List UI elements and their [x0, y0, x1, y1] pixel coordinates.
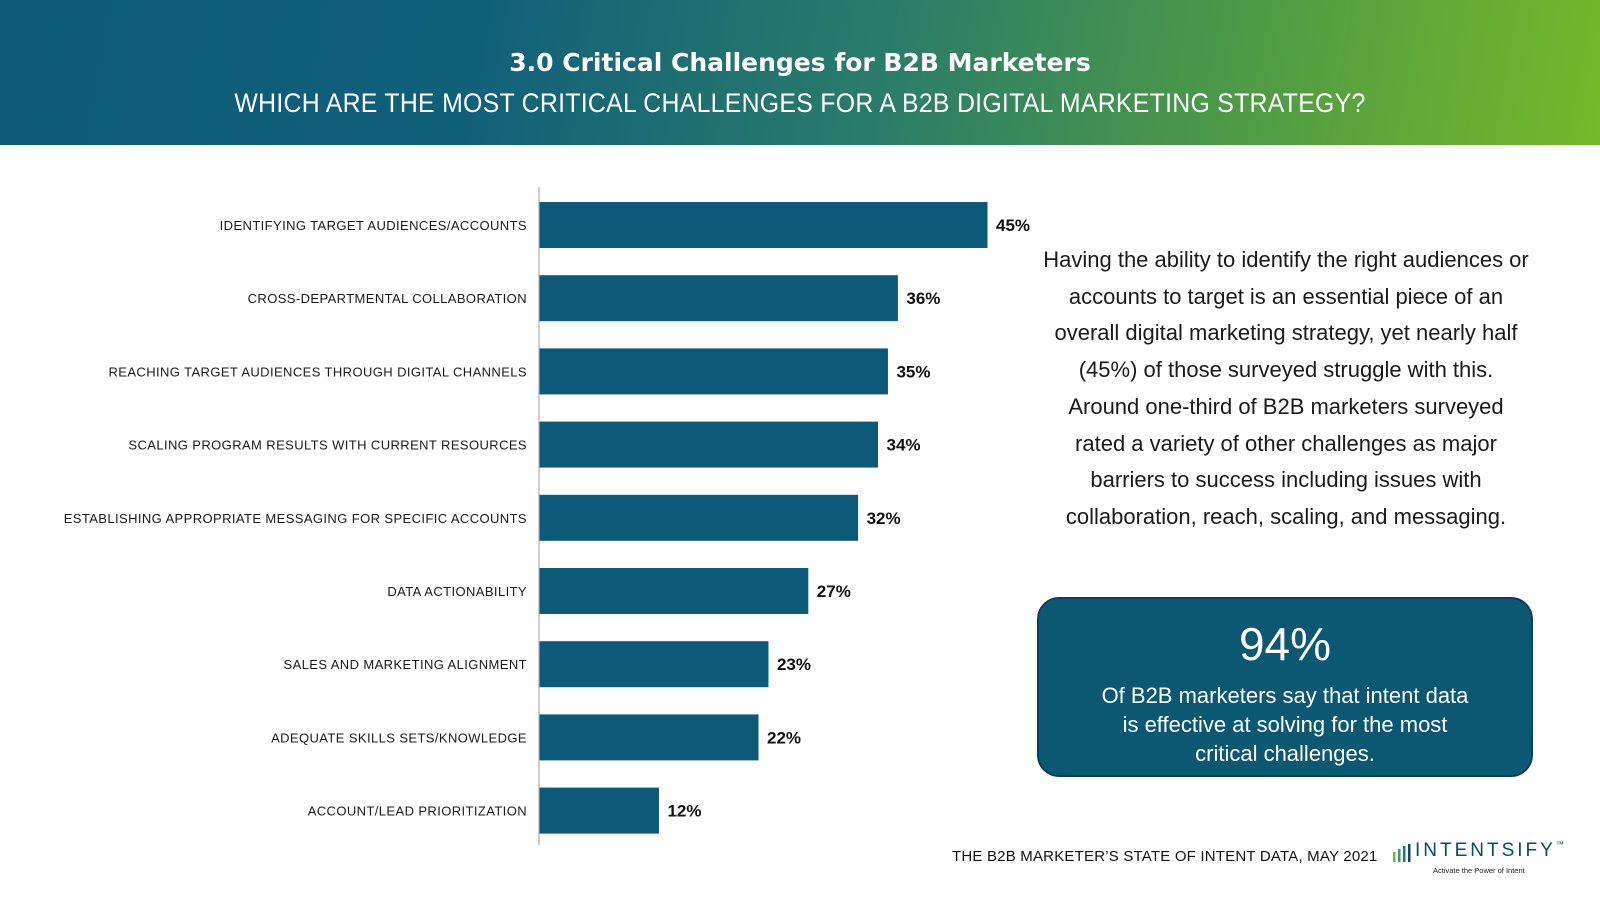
intentsify-logo: INTENTSIFY™ Activate the Power of Intent — [1393, 840, 1564, 876]
value-label: 27% — [817, 582, 851, 601]
category-label: ACCOUNT/LEAD PRIORITIZATION — [308, 804, 527, 819]
bar — [539, 714, 759, 761]
category-label: DATA ACTIONABILITY — [387, 584, 527, 599]
bar — [539, 494, 859, 541]
value-label: 32% — [867, 509, 901, 528]
logo-wordmark: INTENTSIFY™ — [1415, 840, 1564, 861]
source-citation: THE B2B MARKETER’S STATE OF INTENT DATA,… — [952, 848, 1378, 865]
value-label: 36% — [906, 289, 940, 308]
category-label: SCALING PROGRAM RESULTS WITH CURRENT RES… — [128, 438, 527, 453]
bar — [539, 641, 769, 688]
value-label: 23% — [777, 655, 811, 674]
value-label: 45% — [996, 216, 1030, 235]
logo-tagline: Activate the Power of Intent — [1433, 866, 1525, 875]
value-label: 34% — [886, 436, 920, 455]
page-subtitle: WHICH ARE THE MOST CRITICAL CHALLENGES F… — [234, 88, 1366, 118]
bar — [539, 275, 898, 322]
stat-description: Of B2B marketers say that intent data is… — [1101, 683, 1469, 766]
stat-callout-box: 94% Of B2B marketers say that intent dat… — [1037, 597, 1533, 777]
header-banner: 3.0 Critical Challenges for B2B Marketer… — [0, 0, 1600, 145]
bar — [539, 568, 809, 614]
bar-chart: IDENTIFYING TARGET AUDIENCES/ACCOUNTS 45%… — [64, 187, 1030, 845]
logo-bars-icon — [1393, 844, 1411, 862]
page-title: 3.0 Critical Challenges for B2B Marketer… — [509, 48, 1091, 77]
stat-value: 94% — [1238, 618, 1332, 670]
category-label: IDENTIFYING TARGET AUDIENCES/ACCOUNTS — [220, 218, 527, 233]
category-label: CROSS-DEPARTMENTAL COLLABORATION — [248, 291, 527, 306]
narrative-text: Having the ability to identify the right… — [1043, 247, 1529, 529]
category-label: ESTABLISHING APPROPRIATE MESSAGING FOR S… — [64, 511, 527, 526]
category-label: ADEQUATE SKILLS SETS/KNOWLEDGE — [271, 730, 527, 745]
category-label: REACHING TARGET AUDIENCES THROUGH DIGITA… — [109, 364, 528, 379]
bar — [539, 202, 988, 248]
category-label: SALES AND MARKETING ALIGNMENT — [284, 657, 528, 672]
bar — [539, 348, 888, 395]
bar — [539, 421, 878, 468]
value-label: 22% — [767, 728, 801, 747]
value-label: 35% — [896, 362, 930, 381]
value-label: 12% — [667, 802, 701, 821]
bar — [539, 787, 659, 834]
